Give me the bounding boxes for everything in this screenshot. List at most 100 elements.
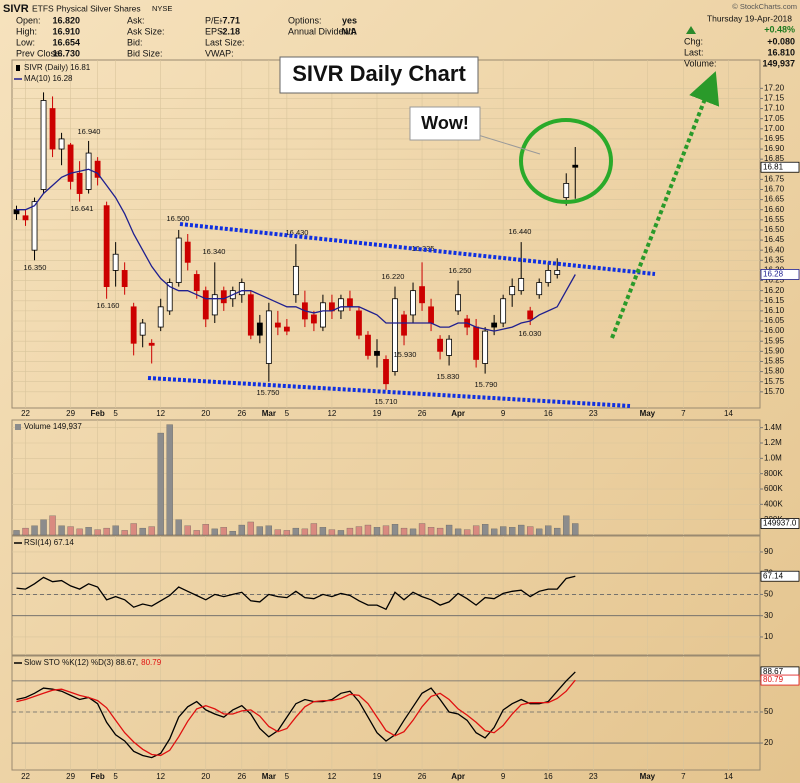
field-label: Prev Close:	[16, 48, 63, 58]
indicator-line	[16, 679, 576, 757]
price-label: 16.335	[412, 244, 435, 253]
x-tick-label: 14	[724, 409, 733, 418]
volume-bar	[31, 525, 38, 536]
candle-body	[500, 298, 507, 324]
price-label: 16.430	[286, 228, 309, 237]
indicator-line	[16, 575, 576, 611]
volume-bar	[184, 525, 191, 536]
y-tick-label: 16.20	[764, 286, 785, 295]
y-tick-label: 15.85	[764, 357, 785, 366]
volume-bar	[49, 515, 56, 536]
volume-bar	[247, 521, 254, 536]
y-tick-label: 30	[764, 611, 773, 620]
volume-bar	[445, 524, 453, 536]
candle-body	[58, 138, 65, 150]
y-tick-label: 15.95	[764, 336, 785, 345]
x-tick-label: 7	[681, 772, 686, 781]
volume-bar	[85, 527, 92, 536]
x-tick-label: 7	[681, 409, 686, 418]
x-tick-label: 12	[156, 409, 165, 418]
y-tick-label: 90	[764, 547, 773, 556]
y-tick-label: 800K	[764, 469, 783, 478]
price-label: 16.030	[519, 329, 542, 338]
volume-bar	[481, 524, 489, 536]
volume-bar	[328, 529, 336, 536]
x-tick-label: 5	[285, 409, 290, 418]
legend-label: SIVR (Daily) 16.81	[24, 63, 91, 72]
candle-body	[238, 282, 245, 296]
symbol: SIVR	[3, 3, 29, 15]
candle-body	[166, 282, 173, 312]
volume-bar	[427, 527, 435, 536]
quote-label: Volume:	[684, 58, 717, 68]
volume-bar	[121, 530, 128, 536]
legend-swatch	[16, 65, 20, 71]
volume-bar	[283, 530, 291, 536]
candle-body	[455, 294, 461, 312]
candle-body	[392, 298, 398, 372]
x-tick-label: Apr	[451, 772, 465, 781]
x-tick-label: May	[640, 409, 656, 418]
last-value-label: 16.81	[763, 162, 784, 171]
candle-body	[49, 108, 56, 150]
y-tick-label: 1.4M	[764, 423, 782, 432]
chart-title: SIVR Daily Chart	[292, 61, 466, 86]
candle-body	[130, 306, 137, 344]
volume-bar	[220, 527, 227, 536]
y-tick-label: 50	[764, 707, 773, 716]
price-label: 15.830	[437, 372, 460, 381]
x-tick-label: 9	[501, 409, 506, 418]
volume-bar	[238, 524, 245, 536]
panel-title: Volume 149,937	[24, 422, 82, 431]
candle-body	[148, 342, 155, 346]
price-label: 16.160	[97, 301, 120, 310]
volume-bar	[463, 529, 471, 536]
field-value: 16.654	[52, 37, 80, 47]
legend-label: MA(10) 16.28	[24, 74, 73, 83]
volume-bar	[391, 524, 399, 536]
volume-bar	[563, 515, 570, 536]
callout-pointer	[477, 134, 541, 155]
field-label: Last Size:	[205, 37, 245, 47]
volume-bar	[509, 527, 516, 536]
candle-body	[85, 152, 92, 190]
candle-body	[545, 270, 552, 283]
price-label: 16.500	[167, 214, 190, 223]
panel-title-value: 80.79	[141, 658, 162, 667]
y-tick-label: 16.70	[764, 185, 785, 194]
x-tick-label: 23	[589, 409, 598, 418]
candle-body	[365, 334, 371, 356]
y-tick-label: 400K	[764, 499, 783, 508]
x-tick-label: Mar	[262, 772, 276, 781]
x-tick-label: Feb	[90, 409, 104, 418]
candle-body	[437, 338, 443, 352]
volume-bar	[301, 528, 309, 536]
quote-value: +0.080	[767, 36, 795, 46]
y-tick-label: 16.50	[764, 225, 785, 234]
x-tick-label: 26	[418, 409, 427, 418]
candle-body	[347, 298, 353, 308]
candle-body	[139, 322, 146, 336]
volume-bar	[409, 528, 417, 536]
x-tick-label: 5	[113, 409, 118, 418]
candle-body	[22, 215, 29, 221]
x-tick-label: Apr	[451, 409, 465, 418]
candle-body	[491, 322, 498, 328]
volume-bar	[112, 525, 119, 536]
volume-bar	[229, 531, 236, 536]
volume-bar	[337, 530, 345, 536]
x-tick-label: 22	[21, 409, 30, 418]
candle-body	[572, 164, 579, 168]
candle-body	[554, 270, 561, 275]
y-tick-label: 16.25	[764, 276, 785, 285]
x-tick-label: 12	[327, 409, 336, 418]
field-label: Ask:	[127, 15, 145, 25]
volume-bar	[148, 526, 155, 536]
y-tick-label: 16.65	[764, 195, 785, 204]
last-value-label: 88.67	[763, 667, 784, 676]
candle-body	[274, 322, 281, 328]
candle-body	[527, 310, 534, 320]
volume-bar	[364, 524, 372, 536]
